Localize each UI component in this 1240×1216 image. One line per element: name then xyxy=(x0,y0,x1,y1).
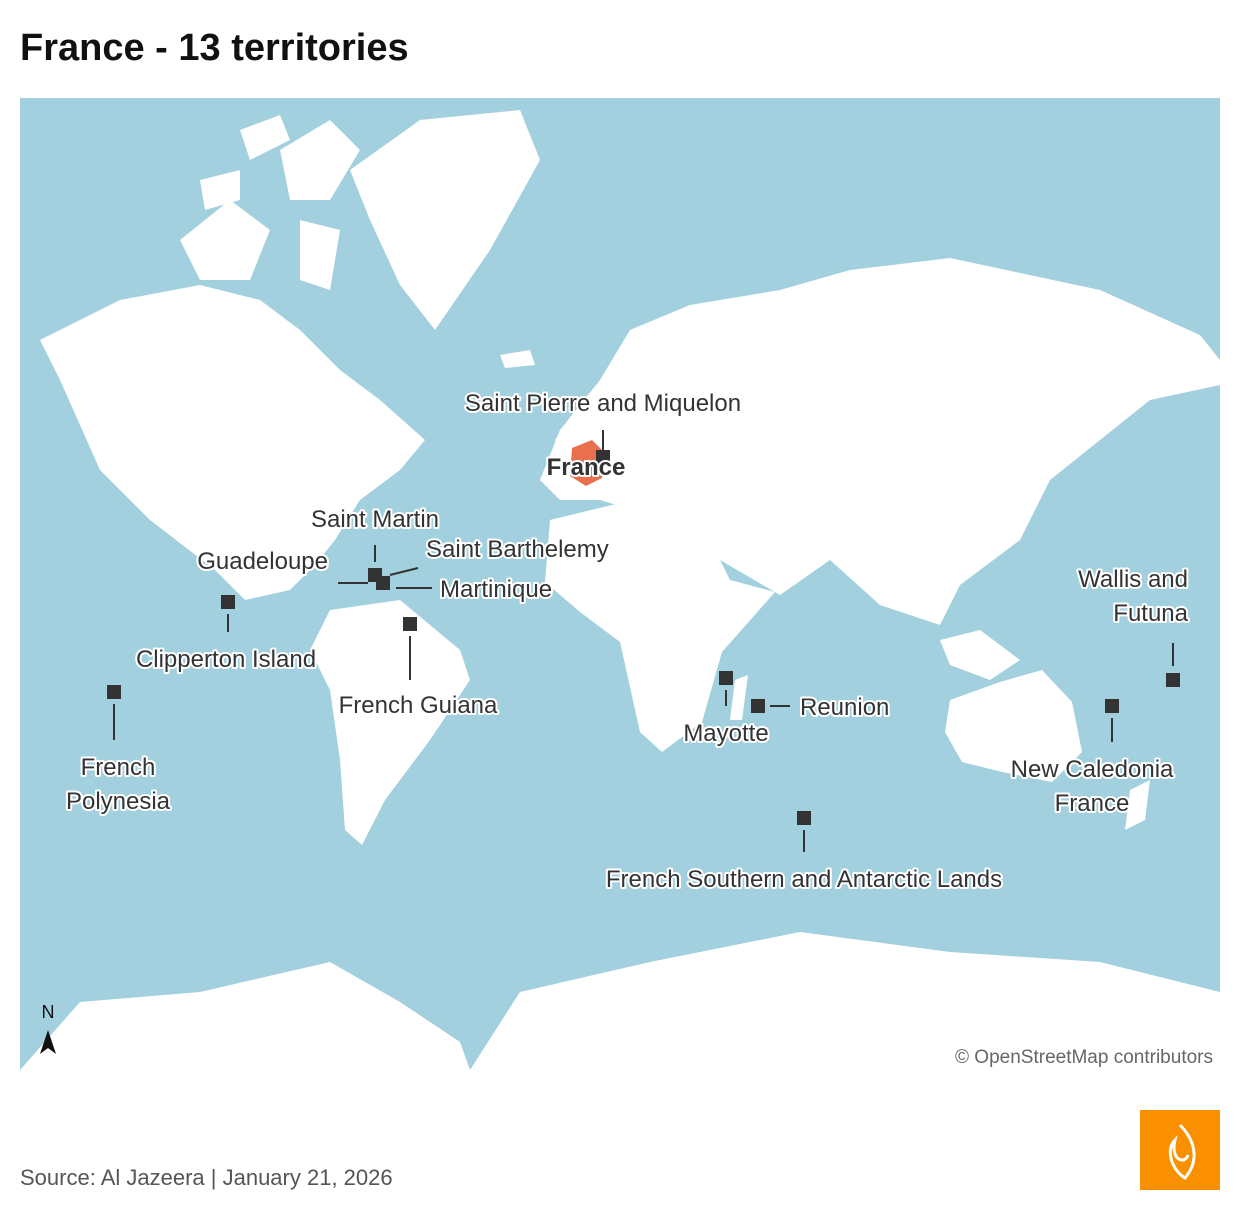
label: Polynesia xyxy=(66,788,171,815)
shape xyxy=(540,258,1220,625)
source: Source: Al Jazeera | January 21, 2026 xyxy=(20,1165,393,1190)
label: Reunion xyxy=(800,694,889,721)
shape xyxy=(180,115,360,290)
marker xyxy=(376,576,390,590)
shape xyxy=(945,670,1082,782)
label: France xyxy=(547,454,626,481)
shape xyxy=(555,425,575,455)
shape xyxy=(310,600,470,845)
north-arrow xyxy=(40,1030,56,1054)
shape xyxy=(1140,1110,1220,1190)
marker xyxy=(1166,673,1180,687)
label: Mayotte xyxy=(683,720,768,747)
marker xyxy=(751,699,765,713)
marker xyxy=(1105,699,1119,713)
north-label: N xyxy=(42,1002,55,1022)
attribution-bg xyxy=(908,1042,1218,1070)
shape xyxy=(545,503,775,752)
label: Wallis and xyxy=(1078,566,1188,593)
shape xyxy=(500,350,535,368)
label: French xyxy=(81,754,156,781)
shape xyxy=(940,630,1020,680)
shape xyxy=(1125,780,1150,830)
markers xyxy=(107,450,1180,825)
label: Saint Martin xyxy=(311,506,439,533)
label: Saint Pierre and Miquelon xyxy=(465,390,741,417)
shape xyxy=(1168,1123,1196,1180)
shape xyxy=(350,110,540,330)
marker xyxy=(403,617,417,631)
marker xyxy=(107,685,121,699)
shape xyxy=(470,932,1220,1070)
title: France - 13 territories xyxy=(20,27,409,69)
label: French Guiana xyxy=(339,692,498,719)
shape xyxy=(1030,420,1070,490)
marker xyxy=(596,450,610,464)
shape xyxy=(40,285,425,600)
label: Futuna xyxy=(1113,600,1188,627)
label: France xyxy=(1055,790,1130,817)
label: Guadeloupe xyxy=(197,548,328,575)
landmasses xyxy=(20,110,1220,1070)
attribution: © OpenStreetMap contributors xyxy=(955,1047,1213,1068)
marker xyxy=(797,811,811,825)
logo xyxy=(1140,1110,1220,1190)
shape xyxy=(20,962,470,1070)
label: Saint Barthelemy xyxy=(426,536,609,563)
label: Clipperton Island xyxy=(136,646,316,673)
leader-lines xyxy=(113,430,1174,852)
label: French Southern and Antarctic Lands xyxy=(606,866,1002,893)
leader-line xyxy=(389,567,419,576)
map: Saint Pierre and Miquelon France Saint M… xyxy=(20,98,1220,1070)
marker xyxy=(221,595,235,609)
marker xyxy=(719,671,733,685)
france-highlight xyxy=(570,440,604,486)
label: New Caledonia xyxy=(1011,756,1174,783)
label: Martinique xyxy=(440,576,552,603)
shape xyxy=(730,675,748,720)
labels: Saint Pierre and Miquelon France Saint M… xyxy=(64,388,1191,895)
